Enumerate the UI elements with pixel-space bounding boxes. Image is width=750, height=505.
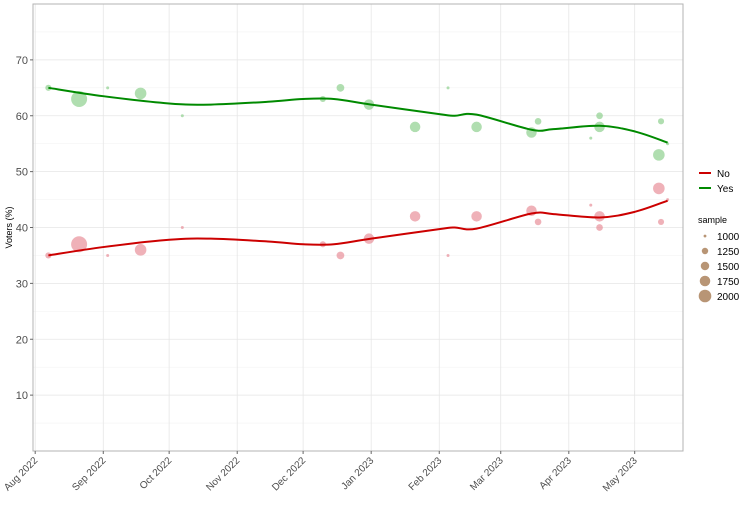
no-poll-point — [534, 218, 542, 226]
no-poll-point — [446, 253, 450, 257]
y-tick-label: 60 — [16, 111, 28, 123]
size-legend-key — [698, 289, 712, 303]
yes-poll-point — [409, 121, 421, 133]
yes-poll-point — [534, 118, 542, 125]
size-legend-key — [699, 275, 711, 287]
x-tick-label: Feb 2023 — [407, 455, 445, 493]
yes-poll-point — [71, 90, 88, 107]
size-legend-label: 1750 — [717, 277, 740, 288]
y-tick-label: 30 — [16, 278, 28, 290]
size-legend-key — [700, 261, 710, 271]
yes-poll-point — [596, 112, 603, 120]
yes-poll-point — [446, 86, 450, 90]
size-legend-key — [701, 247, 709, 255]
no-trend-line — [48, 199, 668, 257]
x-tick-label: May 2023 — [601, 455, 640, 494]
yes-poll-point — [594, 121, 605, 133]
no-poll-point — [471, 211, 482, 222]
size-legend-label: 2000 — [717, 292, 740, 303]
x-tick-label: Nov 2022 — [204, 455, 242, 493]
yes-poll-point — [657, 118, 665, 125]
yes-poll-point — [653, 149, 665, 161]
size-legend-title: sample — [698, 215, 727, 225]
yes-poll-point — [180, 114, 184, 118]
no-poll-point — [180, 226, 184, 229]
size-legend-label: 1250 — [717, 247, 740, 258]
x-tick-label: Sep 2022 — [70, 455, 108, 493]
no-poll-point — [409, 211, 421, 222]
y-tick-label: 40 — [16, 223, 28, 235]
x-tick-label: Dec 2022 — [270, 455, 308, 493]
no-poll-point — [594, 211, 605, 222]
yes-poll-point — [589, 136, 593, 140]
x-tick-label: Mar 2023 — [468, 455, 506, 493]
no-poll-point — [106, 253, 110, 257]
y-tick-label: 70 — [16, 55, 28, 67]
size-legend-label: 1000 — [717, 232, 740, 243]
y-tick-label: 50 — [16, 167, 28, 179]
x-tick-label: Jan 2023 — [339, 455, 376, 492]
y-axis-title: Voters (%) — [4, 206, 14, 248]
no-poll-point — [71, 236, 88, 253]
no-poll-point — [596, 224, 603, 231]
legend-label-no: No — [717, 169, 730, 180]
yes-poll-point — [106, 86, 110, 90]
no-poll-point — [653, 182, 665, 195]
size-legend-key — [703, 234, 707, 238]
x-tick-label: Oct 2022 — [138, 455, 175, 492]
yes-poll-point — [471, 121, 482, 133]
no-poll-point — [134, 244, 147, 256]
x-tick-label: Aug 2022 — [2, 455, 40, 493]
y-tick-label: 10 — [16, 390, 28, 402]
size-legend-label: 1500 — [717, 262, 740, 273]
x-tick-label: Apr 2023 — [537, 455, 574, 492]
y-tick-label: 20 — [16, 334, 28, 346]
no-poll-point — [589, 203, 593, 207]
no-poll-point — [336, 251, 345, 260]
yes-poll-point — [336, 83, 345, 92]
yes-trend-line — [48, 86, 668, 144]
legend-label-yes: Yes — [717, 184, 733, 195]
no-poll-point — [657, 218, 665, 225]
yes-poll-point — [134, 87, 147, 100]
